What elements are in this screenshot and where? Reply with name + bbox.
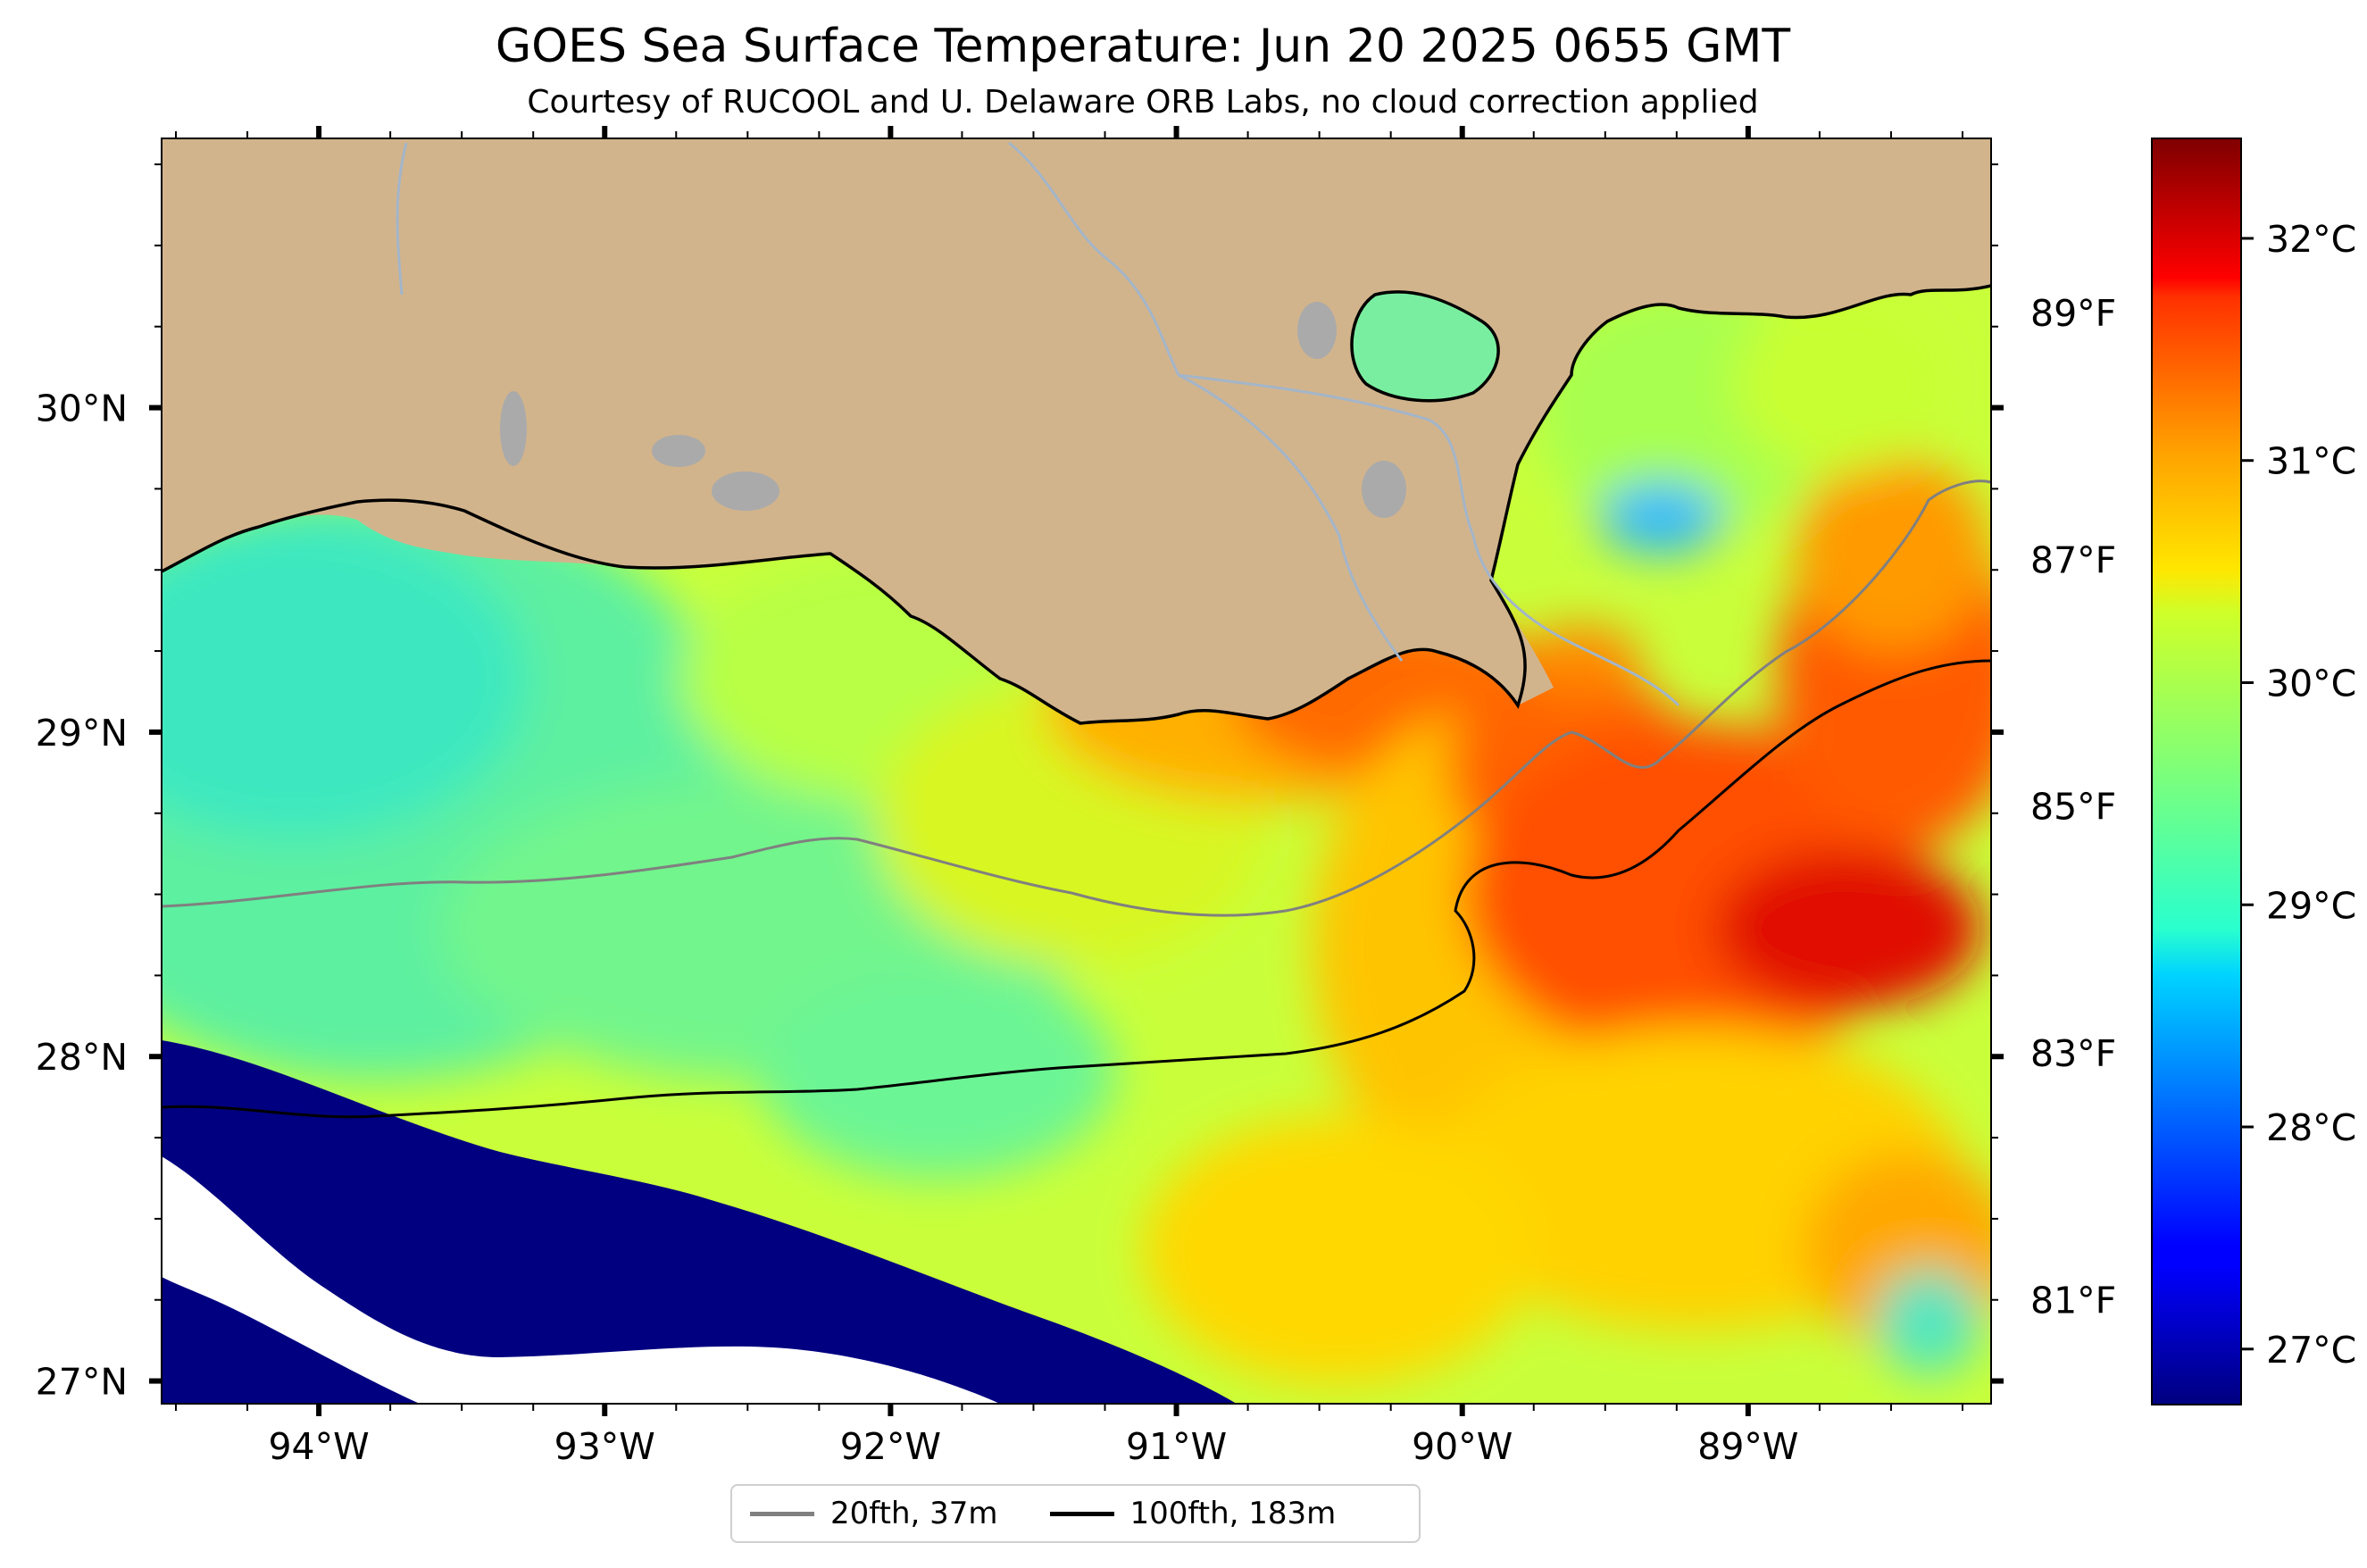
lon-tick-label: 93°W [554, 1425, 655, 1468]
colorbar-tick-label: 28°C [2266, 1106, 2356, 1149]
legend-item-20fth: 20fth, 37m [732, 1496, 998, 1531]
contour-legend: 20fth, 37m 100fth, 183m [730, 1484, 1421, 1543]
fahrenheit-tick-label: 85°F [2030, 786, 2116, 829]
lat-tick-label: 29°N [36, 712, 128, 755]
lat-tick-label: 30°N [36, 388, 128, 430]
lat-tick-label: 27°N [36, 1361, 128, 1404]
legend-item-100fth: 100fth, 183m [1032, 1496, 1337, 1531]
contour-100fth [162, 659, 1991, 1119]
legend-label-20fth: 20fth, 37m [830, 1496, 998, 1531]
fahrenheit-tick-label: 81°F [2030, 1280, 2116, 1322]
no-data-region [162, 1156, 1000, 1404]
lat-tick-label: 28°N [36, 1036, 128, 1079]
land-mass [162, 138, 1991, 723]
colorbar: 27°C 28°C 29°C 30°C 31°C 32°C [2151, 138, 2356, 1405]
longitude-axis: 94°W 93°W 92°W 91°W 90°W 89°W [175, 126, 1963, 1468]
lon-tick-label: 89°W [1697, 1425, 1798, 1468]
colorbar-gradient [2151, 138, 2242, 1405]
lon-tick-label: 92°W [840, 1425, 941, 1468]
fahrenheit-tick-label: 87°F [2030, 538, 2116, 581]
map-title: GOES Sea Surface Temperature: Jun 20 202… [495, 20, 1791, 73]
legend-line-100fth [1049, 1511, 1114, 1516]
colorbar-tick-label: 29°C [2266, 884, 2356, 927]
lon-tick-label: 90°W [1412, 1425, 1513, 1468]
fahrenheit-axis: 81°F 83°F 85°F 87°F 89°F [2030, 292, 2116, 1322]
cold-water-region [162, 1040, 1237, 1404]
latitude-axis: 27°N 28°N 29°N 30°N [36, 163, 2004, 1404]
colorbar-tick-label: 30°C [2266, 662, 2356, 705]
lon-tick-label: 91°W [1126, 1425, 1227, 1468]
fahrenheit-tick-label: 83°F [2030, 1032, 2116, 1075]
lon-tick-label: 94°W [268, 1425, 369, 1468]
sst-field [162, 286, 1991, 1384]
colorbar-tick-label: 32°C [2266, 218, 2356, 261]
coastline [162, 284, 1991, 725]
colorbar-tick-label: 27°C [2266, 1329, 2356, 1372]
sea-surface-temperature-map [162, 138, 1991, 1404]
contour-20fth [162, 480, 1991, 917]
fahrenheit-tick-label: 89°F [2030, 292, 2116, 335]
legend-line-20fth [750, 1511, 814, 1516]
colorbar-tick-label: 31°C [2266, 440, 2356, 483]
legend-label-100fth: 100fth, 183m [1129, 1496, 1337, 1531]
map-frame [161, 138, 1992, 1405]
colorbar-axis: 27°C 28°C 29°C 30°C 31°C 32°C [2241, 218, 2356, 1372]
map-subtitle: Courtesy of RUCOOL and U. Delaware ORB L… [527, 84, 1759, 121]
lake-pontchartrain [1350, 290, 1500, 403]
